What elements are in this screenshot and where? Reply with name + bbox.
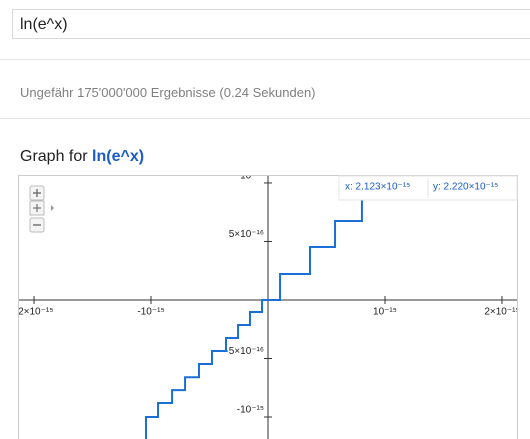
separator bbox=[0, 118, 530, 119]
pan-arrow bbox=[51, 205, 54, 211]
x-tick-label: -10⁻¹⁵ bbox=[137, 307, 164, 318]
y-tick-label: 5×10⁻¹⁶ bbox=[229, 229, 264, 240]
y-tick-label: -5×10⁻¹⁶ bbox=[225, 346, 264, 357]
x-tick-label: -2×10⁻¹⁵ bbox=[18, 307, 53, 318]
separator bbox=[0, 59, 530, 60]
search-box[interactable]: ln(e^x) bbox=[12, 9, 530, 39]
x-tick-label: 10⁻¹⁵ bbox=[373, 307, 397, 318]
heading-query[interactable]: ln(e^x) bbox=[92, 148, 145, 165]
y-tick-label: 10⁻¹⁵ bbox=[240, 175, 264, 182]
graph-border bbox=[18, 175, 518, 439]
results-info: Ungefähr 175'000'000 Ergebnisse (0.24 Se… bbox=[20, 85, 316, 100]
zoom-controls[interactable] bbox=[29, 185, 54, 233]
pan-icon bbox=[33, 204, 41, 212]
x-tick-label: 2×10⁻¹⁵ bbox=[484, 307, 518, 318]
y-tick-label: -10⁻¹⁵ bbox=[237, 405, 264, 416]
zoom-in-icon bbox=[33, 189, 41, 197]
plot-area: -2×10⁻¹⁵ -10⁻¹⁵ 10⁻¹⁵ 2×10⁻¹⁵ 10⁻¹⁵ 5×10⁻¹⁶ -5… bbox=[18, 175, 518, 439]
heading-prefix: Graph for bbox=[20, 148, 88, 165]
search-query[interactable]: ln(e^x) bbox=[20, 16, 68, 33]
tooltip-y: y: 2.220×10⁻¹⁵ bbox=[433, 182, 498, 193]
graph-heading: Graph for ln(e^x) bbox=[20, 148, 144, 166]
tooltip-x: x: 2.123×10⁻¹⁵ bbox=[345, 182, 410, 193]
series-line bbox=[144, 175, 363, 439]
graph: -2×10⁻¹⁵ -10⁻¹⁵ 10⁻¹⁵ 2×10⁻¹⁵ 10⁻¹⁵ 5×10⁻¹⁶ -5… bbox=[18, 175, 518, 439]
